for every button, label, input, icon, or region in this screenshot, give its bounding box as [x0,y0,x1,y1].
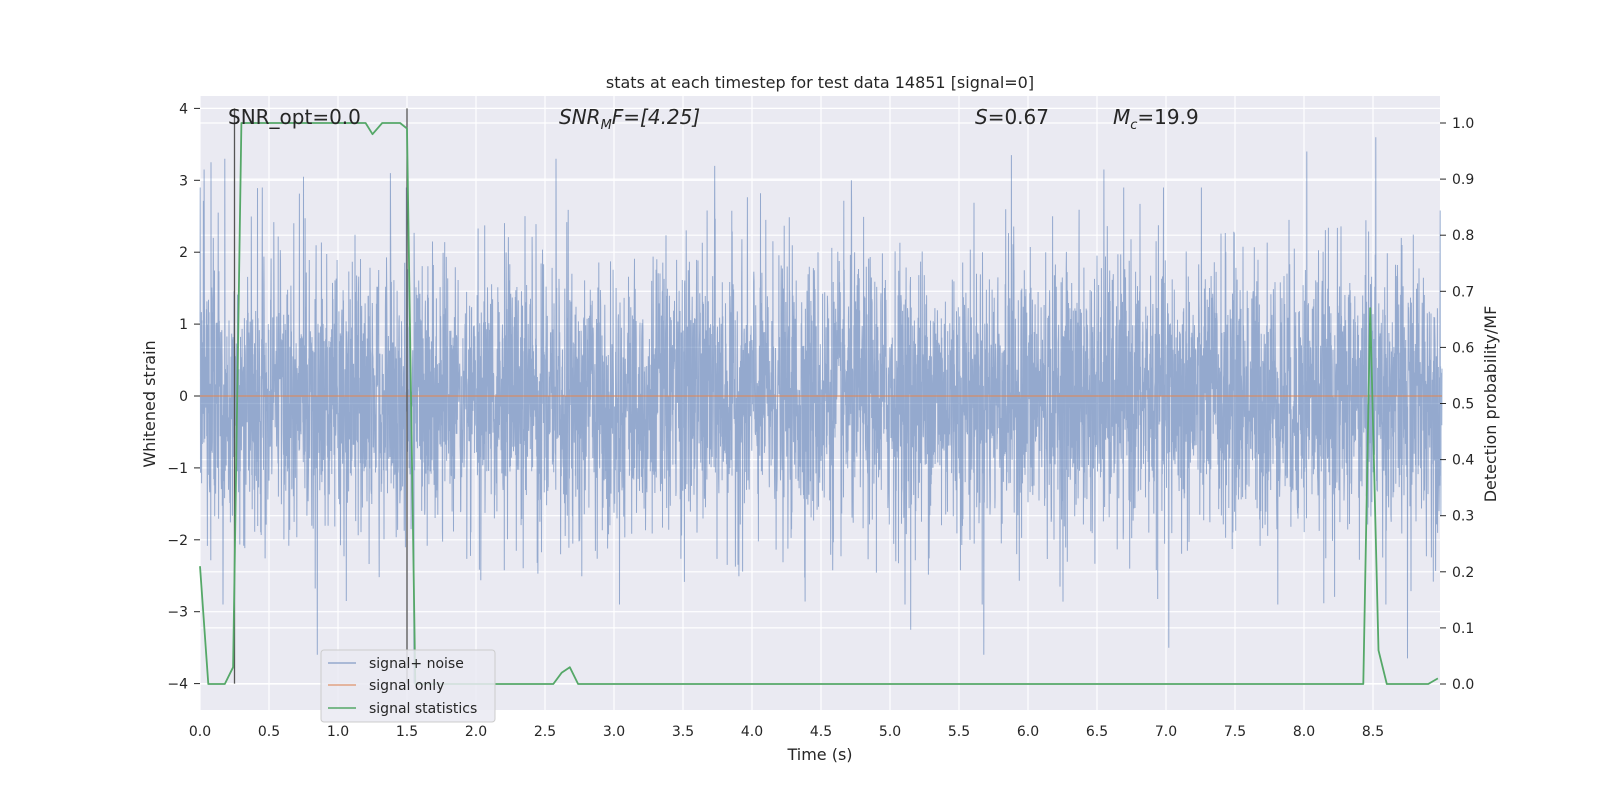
x-tick-label: 7.5 [1224,724,1246,740]
x-tick-label: 2.5 [534,724,556,740]
y-tick-label: 4 [179,101,188,117]
y2-tick-label: 0.7 [1452,284,1474,300]
y2-tick-label: 0.0 [1452,677,1474,693]
mc-sub: c [1130,118,1137,133]
s-symbol: S [975,105,988,129]
y-tick-label: 0 [179,389,188,405]
y-tick-label: −2 [167,533,188,549]
x-tick-label: 3.5 [672,724,694,740]
y2-tick-label: 0.4 [1452,453,1474,469]
s-annotation: S=0.67 [975,105,1049,129]
legend-box [320,649,496,723]
y2-axis-label: Detection probability/MF [1481,306,1500,503]
x-tick-label: 4.0 [741,724,763,740]
y2-axis-ticks: 1.0 0.9 0.8 0.7 0.6 0.5 0.4 0.3 0.2 0.1 0.0 [1440,116,1474,693]
legend: signal+ noise signal only signal statist… [320,649,496,723]
y2-tick-label: 0.5 [1452,397,1474,413]
x-axis-label: Time (s) [786,745,852,764]
x-tick-label: 1.0 [327,724,349,740]
snr-mf-tail: F=[4.25] [612,105,700,129]
snr-opt-annotation: SNR_opt=0.0 [228,105,361,129]
y2-tick-label: 0.9 [1452,172,1474,188]
legend-label-noise: signal+ noise [369,656,464,672]
x-tick-label: 5.0 [879,724,901,740]
x-axis-ticks: 0.0 0.5 1.0 1.5 2.0 2.5 3.0 3.5 4.0 4.5 5.0 5.5 6.0 6… [189,724,1384,740]
x-tick-label: 8.0 [1293,724,1315,740]
x-tick-label: 0.0 [189,724,211,740]
y-axis-ticks: 4 3 2 1 0 −1 −2 −3 −4 [167,101,200,693]
snr-mf-annotation: SNRMF=[4.25] [559,105,700,133]
x-tick-label: 1.5 [396,724,418,740]
legend-label-signal: signal only [369,678,444,694]
y-axis-label: Whitened strain [140,340,159,467]
snr-mf-sub: M [601,118,612,133]
x-tick-label: 5.5 [948,724,970,740]
snr-mf-main: SNR [559,105,601,129]
y-tick-label: −3 [167,605,188,621]
x-tick-label: 8.5 [1362,724,1384,740]
x-tick-label: 7.0 [1155,724,1177,740]
y2-tick-label: 0.8 [1452,228,1474,244]
x-tick-label: 0.5 [258,724,280,740]
y-tick-label: 1 [179,317,188,333]
mc-main: M [1113,105,1130,129]
legend-label-stats: signal statistics [369,701,477,717]
y2-tick-label: 0.2 [1452,565,1474,581]
mc-annotation: Mc=19.9 [1113,105,1199,133]
x-tick-label: 4.5 [810,724,832,740]
y2-tick-label: 0.6 [1452,340,1474,356]
x-tick-label: 6.0 [1017,724,1039,740]
y2-tick-label: 0.1 [1452,621,1474,637]
x-tick-label: 6.5 [1086,724,1108,740]
x-tick-label: 3.0 [603,724,625,740]
x-tick-label: 2.0 [465,724,487,740]
y2-tick-label: 1.0 [1452,116,1474,132]
y2-tick-label: 0.3 [1452,509,1474,525]
y-tick-label: 2 [179,245,188,261]
y-tick-label: −4 [167,677,188,693]
y-tick-label: 3 [179,173,188,189]
y-tick-label: −1 [167,461,188,477]
mc-value: =19.9 [1137,105,1198,129]
chart-title: stats at each timestep for test data 148… [606,73,1034,92]
s-value: =0.67 [988,105,1049,129]
